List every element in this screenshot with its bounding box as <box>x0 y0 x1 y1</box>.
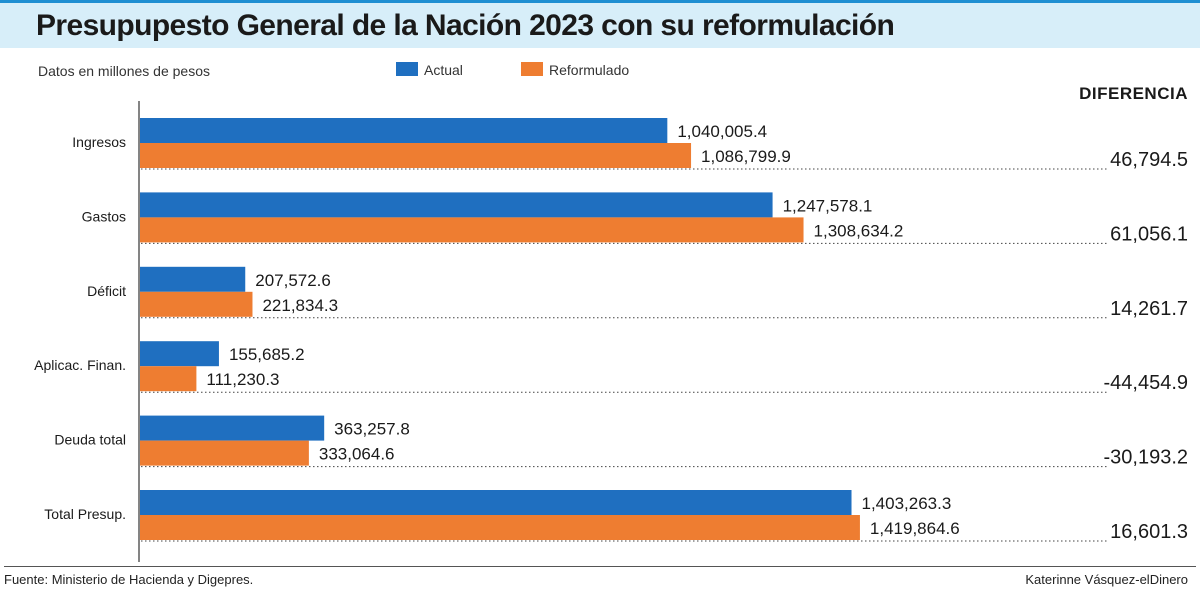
bar-actual-deuda-total <box>140 415 325 441</box>
bar-actual-aplicac-finan <box>140 341 219 367</box>
legend-label-actual: Actual <box>424 62 463 78</box>
difference-value-ingresos: 46,794.5 <box>1110 149 1188 171</box>
credit-note: Katerinne Vásquez-elDinero <box>1025 572 1188 587</box>
source-note: Fuente: Ministerio de Hacienda y Digepre… <box>4 572 254 587</box>
bar-actual-total-presup <box>140 490 852 515</box>
legend-swatch-actual <box>396 62 418 76</box>
data-label-actual-total-presup: 1,403,263.3 <box>862 494 952 513</box>
title-band: Presupupesto General de la Nación 2023 c… <box>0 0 1200 48</box>
difference-value-aplicac-finan: -44,454.9 <box>1103 372 1188 394</box>
units-note: Datos en millones de pesos <box>38 63 210 79</box>
bar-reformulado-aplicac-finan <box>140 366 197 392</box>
data-label-reformulado-aplicac-finan: 111,230.3 <box>206 370 279 389</box>
data-label-actual-gastos: 1,247,578.1 <box>783 196 873 215</box>
bar-reformulado-total-presup <box>140 515 860 540</box>
category-label-gastos: Gastos <box>82 208 126 224</box>
difference-value-d-ficit: 14,261.7 <box>1110 298 1188 320</box>
category-label-ingresos: Ingresos <box>72 134 126 150</box>
bar-reformulado-deuda-total <box>140 440 309 466</box>
category-label-aplicac-finan: Aplicac. Finan. <box>34 357 126 373</box>
footer-divider <box>4 566 1196 567</box>
data-label-actual-aplicac-finan: 155,685.2 <box>229 345 305 364</box>
data-label-reformulado-deuda-total: 333,064.6 <box>319 445 395 464</box>
data-label-actual-d-ficit: 207,572.6 <box>255 271 331 290</box>
data-label-reformulado-gastos: 1,308,634.2 <box>814 221 904 240</box>
category-label-deuda-total: Deuda total <box>54 432 126 448</box>
data-label-reformulado-ingresos: 1,086,799.9 <box>701 147 791 166</box>
difference-header: DIFERENCIA <box>1079 84 1188 103</box>
bar-actual-ingresos <box>140 118 668 143</box>
bar-actual-d-ficit <box>140 266 246 292</box>
data-label-reformulado-total-presup: 1,419,864.6 <box>870 519 960 538</box>
bar-reformulado-gastos <box>140 217 804 243</box>
data-label-actual-ingresos: 1,040,005.4 <box>677 122 767 141</box>
difference-value-deuda-total: -30,193.2 <box>1103 447 1188 469</box>
data-label-reformulado-d-ficit: 221,834.3 <box>262 296 338 315</box>
difference-value-gastos: 61,056.1 <box>1110 223 1188 245</box>
bar-actual-gastos <box>140 192 773 218</box>
category-label-d-ficit: Déficit <box>87 283 126 299</box>
legend-label-reformulado: Reformulado <box>549 62 630 78</box>
chart-title: Presupupesto General de la Nación 2023 c… <box>36 9 895 42</box>
category-label-total-presup: Total Presup. <box>44 506 126 522</box>
difference-value-total-presup: 16,601.3 <box>1110 521 1188 543</box>
bar-reformulado-ingresos <box>140 143 692 168</box>
data-label-actual-deuda-total: 363,257.8 <box>334 420 410 439</box>
legend-swatch-reformulado <box>521 62 543 76</box>
bar-reformulado-d-ficit <box>140 291 253 317</box>
